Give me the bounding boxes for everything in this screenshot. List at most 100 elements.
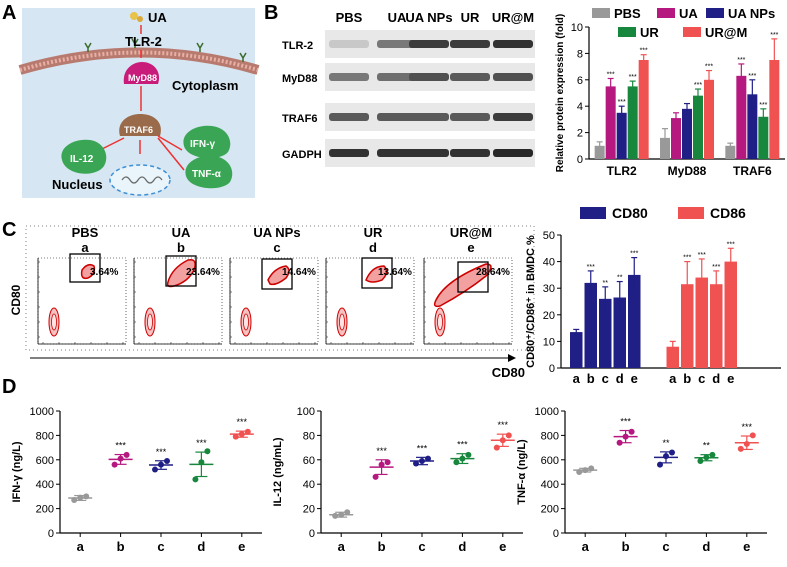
flow-positive-cluster <box>80 263 96 280</box>
y-tick-label: 0 <box>48 528 54 540</box>
y-tick-label: 200 <box>36 504 54 516</box>
bar <box>671 118 681 159</box>
data-point <box>453 459 460 466</box>
nucleus-label: Nucleus <box>52 177 103 192</box>
bar <box>594 145 605 159</box>
significance-label: *** <box>237 417 248 427</box>
significance-label: ** <box>662 438 670 448</box>
bmdc-percentage-chart: 0 10 20 30 40 50 CD80⁺/CD86⁺ in BMDC % a *** b ** c… <box>525 205 781 386</box>
y-tick-label: 4 <box>577 101 583 113</box>
significance-label: *** <box>498 420 509 430</box>
blot-band <box>377 149 417 157</box>
bar <box>628 274 641 368</box>
significance-label: ** <box>617 275 623 282</box>
flow-panel-title: UA NPs <box>253 225 300 240</box>
significance-label: *** <box>629 74 637 81</box>
legend-swatch <box>618 27 636 37</box>
legend-swatch <box>706 8 724 18</box>
significance-label: *** <box>705 64 713 71</box>
bar <box>616 112 627 159</box>
blot-band <box>450 73 490 81</box>
ua-molecule-icon <box>130 12 143 22</box>
legend-label: CD86 <box>710 205 746 221</box>
traf6-shape <box>119 114 161 136</box>
bar <box>758 116 769 159</box>
significance-label: *** <box>698 252 706 259</box>
significance-label: ** <box>603 280 609 287</box>
bar <box>695 277 708 368</box>
legend-swatch <box>683 27 701 37</box>
flow-panel-title: UA <box>172 225 191 240</box>
y-axis-label: TNF-α (ng/L) <box>516 439 528 505</box>
bar <box>693 95 703 159</box>
x-category-label: b <box>378 539 386 554</box>
traf6-output-arrows <box>99 135 185 171</box>
y-axis-label: Relative protein expression (fold) <box>555 14 566 172</box>
blot-band <box>329 73 369 81</box>
x-category-label: b <box>622 539 630 554</box>
x-category-label: MyD88 <box>668 164 707 178</box>
x-category-label: b <box>587 371 595 386</box>
bar <box>613 297 626 368</box>
blot-column-label: UR <box>461 10 480 25</box>
y-tick-label: 0 <box>553 528 559 540</box>
x-category-label: d <box>616 371 624 386</box>
x-category-label: e <box>743 539 750 554</box>
bar <box>599 298 612 368</box>
significance-label: *** <box>694 82 702 89</box>
y-tick-label: 2 <box>577 128 583 140</box>
data-point <box>232 433 239 440</box>
y-tick-label: 1000 <box>30 406 54 418</box>
panel-letter-d: D <box>2 376 16 398</box>
blot-band <box>409 73 449 81</box>
blot-band <box>377 113 417 121</box>
blot-row-label: GADPH <box>282 149 322 161</box>
blot-band <box>329 113 369 121</box>
significance-label: *** <box>712 264 720 271</box>
legend-swatch <box>678 207 704 219</box>
blot-column-label: PBS <box>336 10 363 25</box>
data-point <box>669 449 675 456</box>
panel-letter-b: B <box>264 2 278 24</box>
bar <box>584 282 597 368</box>
x-category-label: d <box>197 539 205 554</box>
bar <box>681 284 694 368</box>
y-tick-label: 0 <box>549 363 555 375</box>
y-tick-label: 100 <box>297 406 315 418</box>
significance-label: *** <box>727 241 735 248</box>
significance-label: *** <box>417 443 428 453</box>
significance-label: *** <box>196 438 207 448</box>
significance-label: *** <box>618 99 626 106</box>
flow-positive-cluster <box>365 265 388 283</box>
bar <box>605 86 616 159</box>
blot-band <box>329 149 369 157</box>
y-tick-label: 10 <box>571 22 583 34</box>
data-point <box>749 432 756 439</box>
tnf-shape <box>185 155 233 189</box>
flow-panel-letter: d <box>369 240 377 255</box>
flow-panel-title: UR@M <box>450 225 492 240</box>
significance-label: *** <box>376 446 387 456</box>
il12-shape <box>61 139 107 174</box>
y-tick-label: 60 <box>303 455 315 467</box>
legend-swatch <box>592 8 610 18</box>
significance-label: *** <box>156 447 167 457</box>
x-category-label: a <box>573 371 581 386</box>
y-tick-label: 8 <box>577 48 583 60</box>
y-axis-label: CD80⁺/CD86⁺ in BMDC % <box>525 235 537 368</box>
ifn-gamma-plot: 0 200 400 600 800 1000 IFN-γ (ng/L) a b *** c *** d *… <box>11 406 262 554</box>
data-point <box>505 432 512 439</box>
flow-gate-box <box>261 258 293 290</box>
significance-label: *** <box>115 441 126 451</box>
flow-panel-letter: a <box>81 240 89 255</box>
y-tick-label: 200 <box>541 504 559 516</box>
flow-main-population-core <box>437 313 443 331</box>
flow-panel-letter: b <box>177 240 185 255</box>
traf6-label: TRAF6 <box>124 125 153 135</box>
bar <box>570 332 583 368</box>
y-tick-label: 80 <box>303 430 315 442</box>
flow-positive-cluster <box>267 265 290 286</box>
western-blot: PBS UA UA NPs UR UR@M TLR-2 MyD88 TRAF6 GADPH <box>282 10 535 167</box>
